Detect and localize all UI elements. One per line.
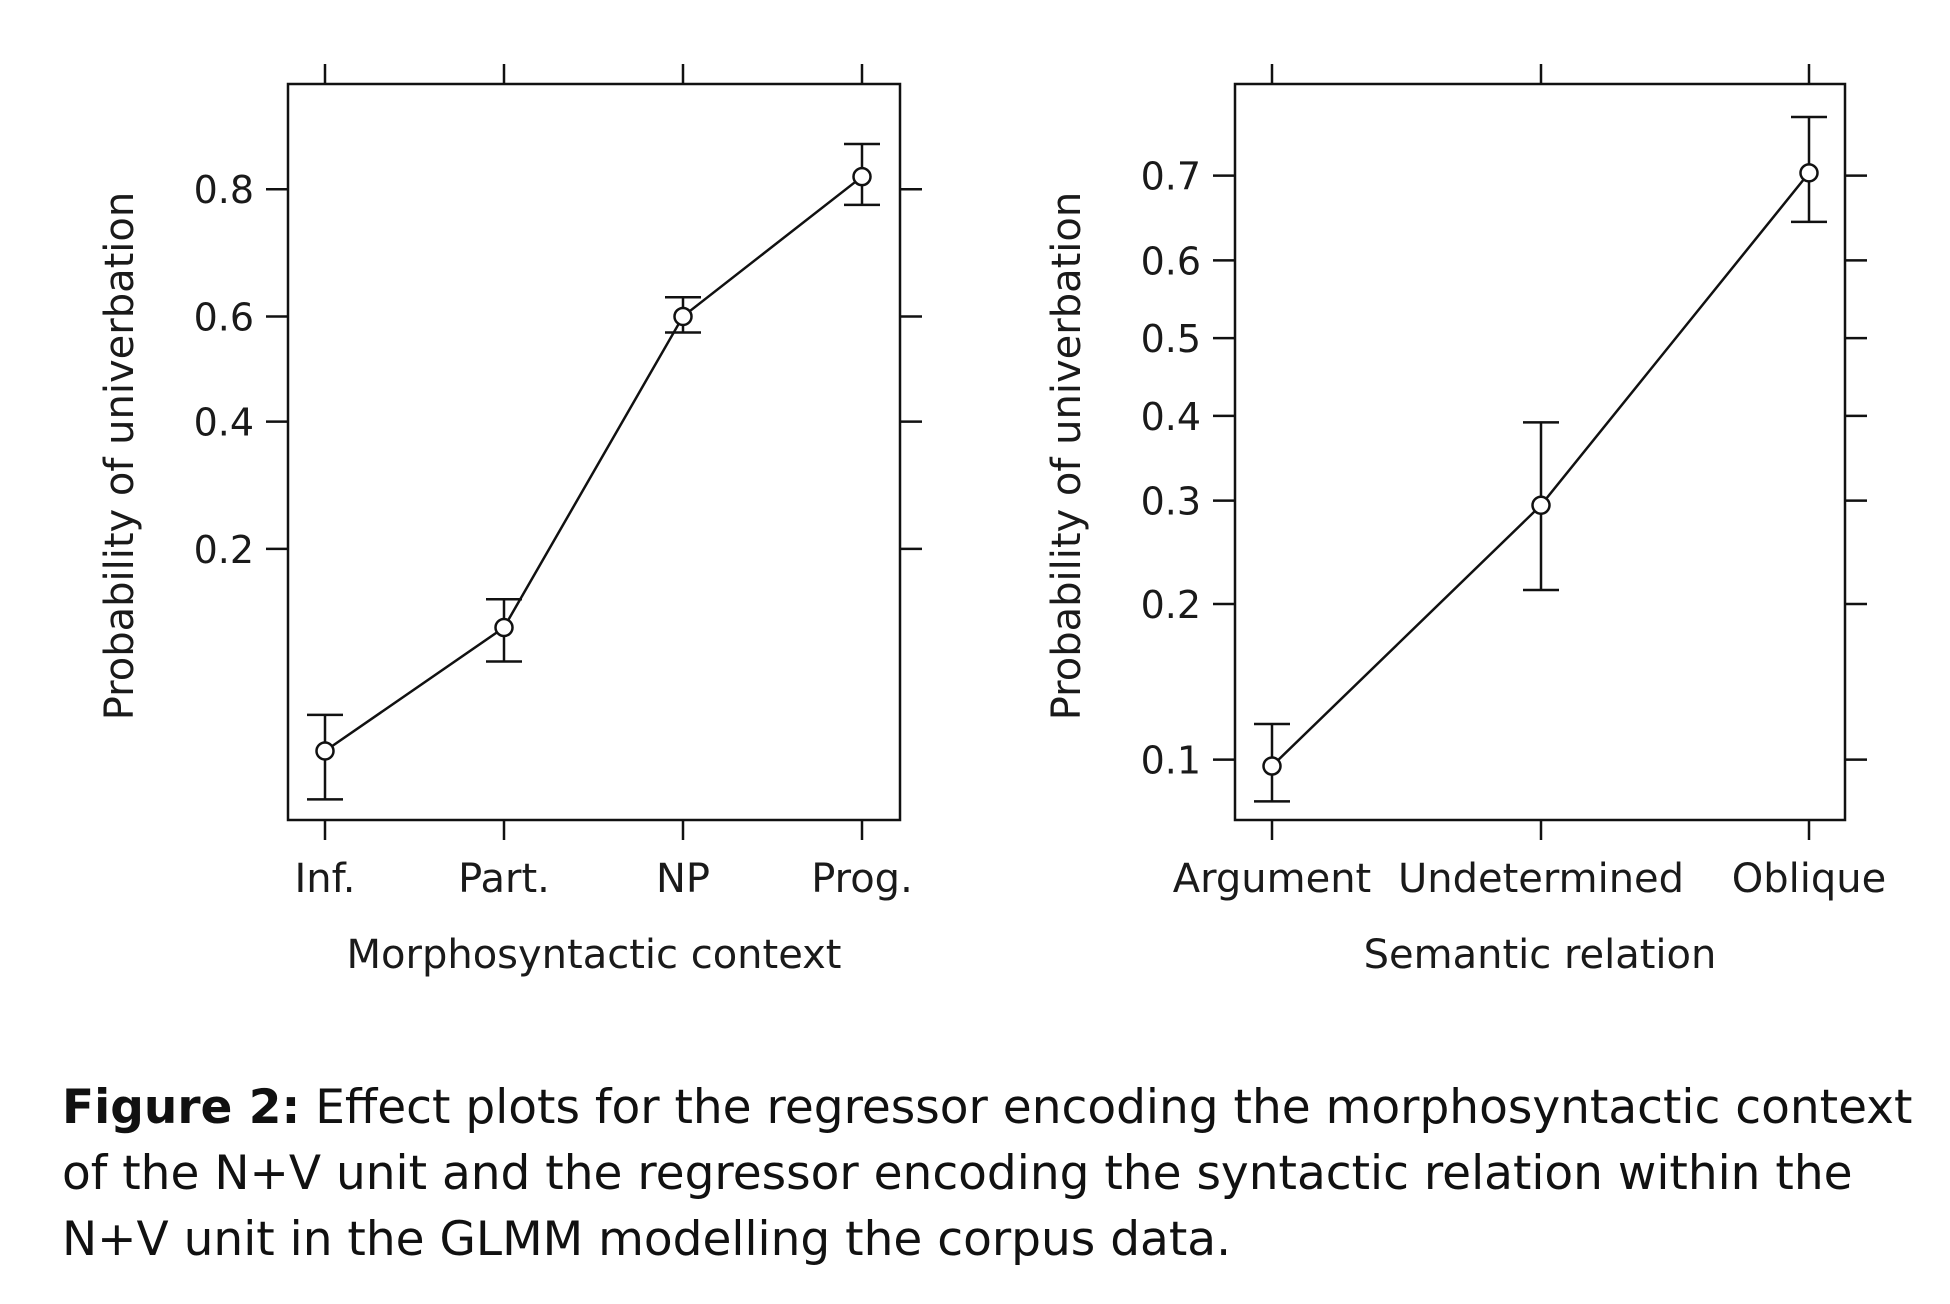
y-tick-label: 0.5 xyxy=(1141,317,1201,361)
data-point xyxy=(494,617,514,638)
data-point xyxy=(1262,756,1282,776)
series-line xyxy=(324,175,863,753)
x-tick-label: NP xyxy=(656,856,710,902)
x-tick-label: Oblique xyxy=(1732,856,1886,902)
y-tick-label: 0.7 xyxy=(1141,155,1201,199)
y-axis-label: Probability of univerbation xyxy=(97,192,143,721)
x-tick-label: Inf. xyxy=(294,856,355,902)
data-point xyxy=(852,166,872,187)
x-tick-label: Part. xyxy=(458,856,550,902)
data-point xyxy=(1531,495,1551,515)
y-tick-label: 0.3 xyxy=(1141,480,1201,524)
semantic-relation-panel: 0.1 0.2 0.3 0.4 0.5 0.6 0.7 Argument Undetermine… xyxy=(1044,64,1886,978)
y-tick-label: 0.2 xyxy=(1141,583,1201,627)
y-tick-label: 0.8 xyxy=(194,168,254,212)
figure-caption: Figure 2: Effect plots for the regressor… xyxy=(62,1075,1942,1273)
x-tick-label: Prog. xyxy=(811,856,913,902)
x-tick-label: Argument xyxy=(1173,856,1371,902)
plot-frame xyxy=(286,82,902,822)
data-point xyxy=(315,741,335,761)
caption-label: Figure 2: xyxy=(62,1080,301,1135)
y-tick-label: 0.6 xyxy=(1141,239,1201,283)
morphosyntactic-context-panel: 0.2 0.4 0.6 0.8 Inf. Part. NP Prog. Morphosyntac… xyxy=(97,64,922,978)
y-tick-label: 0.4 xyxy=(194,401,254,445)
x-axis-label: Semantic relation xyxy=(1364,932,1717,978)
y-axis-label: Probability of univerbation xyxy=(1044,192,1090,721)
y-tick-label: 0.2 xyxy=(194,528,254,572)
effect-plots-figure: 0.2 0.4 0.6 0.8 Inf. Part. NP Prog. Morphosyntac… xyxy=(97,64,1886,978)
y-tick-label: 0.6 xyxy=(194,295,254,339)
caption-text: Effect plots for the regressor encoding … xyxy=(62,1080,1913,1267)
x-axis-label: Morphosyntactic context xyxy=(347,932,842,978)
x-tick-label: Undetermined xyxy=(1398,856,1684,902)
data-point xyxy=(1799,163,1819,183)
y-tick-label: 0.1 xyxy=(1141,739,1201,783)
y-tick-label: 0.4 xyxy=(1141,395,1201,439)
data-point xyxy=(673,306,693,327)
